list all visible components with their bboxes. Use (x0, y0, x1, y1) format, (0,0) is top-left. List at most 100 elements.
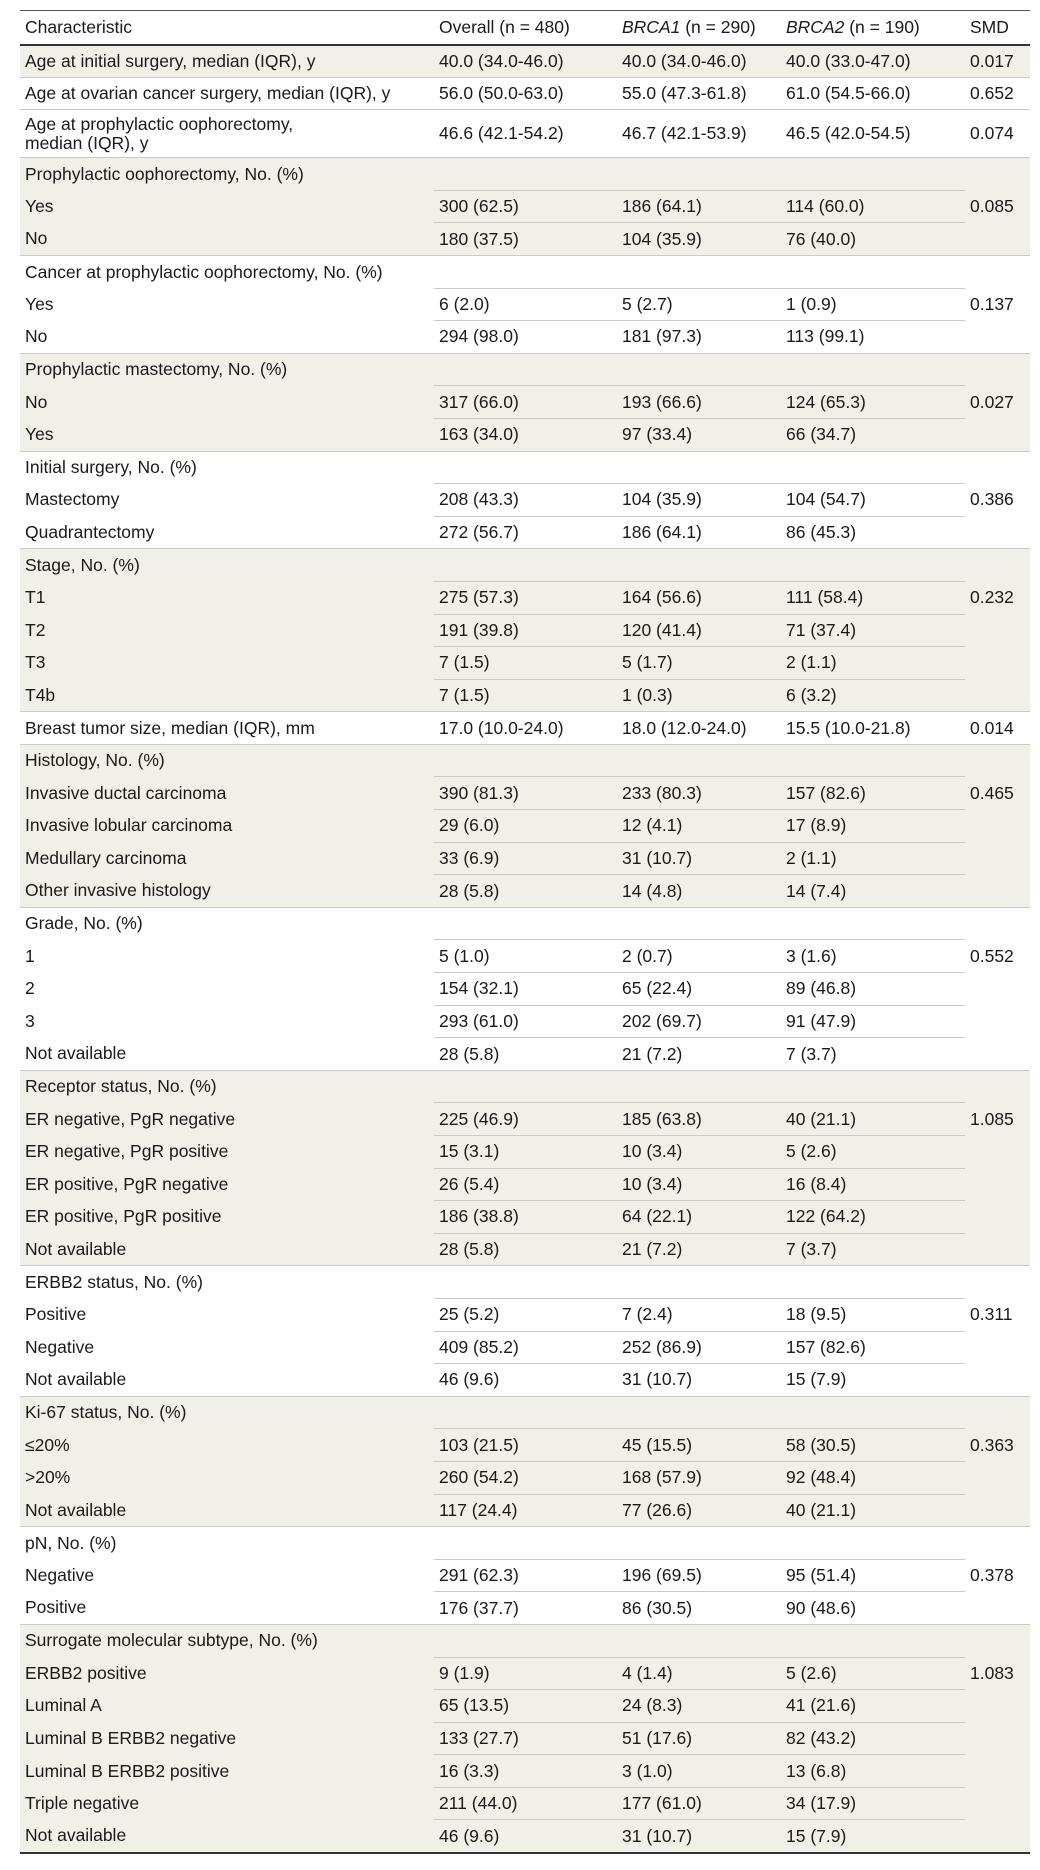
cell-overall: 291 (62.3) (434, 1558, 617, 1592)
table-row: Invasive lobular carcinoma 29 (6.0) 12 (4.… (20, 809, 1030, 843)
cell-smd: 0.027 (970, 391, 1014, 412)
cell-brca2: 71 (37.4) (781, 613, 965, 647)
cell-brca1: 196 (69.5) (617, 1558, 781, 1592)
cell-smd (965, 875, 1030, 908)
section-heading: Stage, No. (%) (20, 548, 434, 582)
cell-brca2: 111 (58.4) (781, 580, 965, 614)
cell-brca1 (617, 352, 781, 386)
section-heading: Initial surgery, No. (%) (20, 450, 434, 484)
cell-overall: 133 (27.7) (434, 1721, 617, 1755)
row-label: ≤20% (20, 1429, 434, 1462)
row-label-text: 2 (25, 978, 35, 999)
cell-smd (965, 842, 1030, 875)
cell-overall: 154 (32.1) (434, 972, 617, 1006)
header-brca2-n: (n = 190) (844, 16, 920, 37)
row-label-text: Not available (25, 1825, 127, 1846)
cell-brca1: 5 (1.7) (617, 646, 781, 680)
row-label-text: Triple negative (25, 1793, 140, 1814)
row-label-text: Surrogate molecular subtype, No. (%) (25, 1630, 318, 1651)
cell-brca2: 114 (60.0) (781, 189, 965, 223)
cell-brca2: 40.0 (33.0-47.0) (786, 50, 911, 71)
cell-overall (434, 352, 617, 386)
cell-overall: 15 (3.1) (434, 1135, 617, 1169)
cell-smd (965, 1395, 1030, 1429)
table-row: ERBB2 positive 9 (1.9) 4 (1.4) 5 (2.6) 1.083 (20, 1656, 1030, 1690)
cell-brca1: 14 (4.8) (617, 874, 781, 908)
cell-brca1 (617, 157, 781, 191)
cell-brca2: 2 (1.1) (781, 646, 965, 680)
section-heading: Ki-67 status, No. (%) (20, 1395, 434, 1429)
cell-brca2: 92 (48.4) (781, 1460, 965, 1495)
row-label: Mastectomy (20, 484, 434, 517)
cell-brca2: 90 (48.6) (781, 1591, 965, 1625)
cell-brca2: 18 (9.5) (781, 1297, 965, 1332)
cell-brca2: 6 (3.2) (781, 678, 965, 712)
section-heading: Receptor status, No. (%) (20, 1069, 434, 1103)
table-row: Cancer at prophylactic oophorectomy, No.… (20, 254, 1030, 289)
cell-brca2: 66 (34.7) (781, 417, 965, 452)
row-label-text: 1 (25, 945, 35, 966)
cell-brca1 (617, 1526, 781, 1560)
cell-brca2 (781, 352, 965, 386)
row-label: Yes (20, 190, 434, 223)
row-label: ERBB2 positive (20, 1657, 434, 1690)
table-row: Age at prophylactic oophorectomy, median … (20, 109, 1030, 158)
table-row: Breast tumor size, median (IQR), mm 17.0 … (20, 711, 1030, 745)
cell-smd: 0.386 (970, 489, 1014, 510)
table-row: Initial surgery, No. (%) (20, 450, 1030, 484)
cell-overall: 9 (1.9) (434, 1656, 617, 1690)
row-label-text: Invasive lobular carcinoma (25, 815, 233, 836)
row-label: Age at ovarian cancer surgery, median (I… (20, 76, 434, 110)
row-label-text-line2: median (IQR), y (25, 132, 149, 153)
cell-overall (434, 254, 617, 289)
row-label-text: Yes (25, 196, 54, 217)
cell-overall: 260 (54.2) (434, 1460, 617, 1495)
section-heading: Grade, No. (%) (20, 906, 434, 940)
cell-smd (965, 418, 1030, 451)
row-label: Not available (20, 1038, 434, 1071)
cell-brca2: 124 (65.3) (781, 385, 965, 419)
cell-overall: 7 (1.5) (434, 646, 617, 680)
cell-smd (965, 1722, 1030, 1755)
cell-brca1: 86 (30.5) (617, 1591, 781, 1625)
cell-smd (965, 1233, 1030, 1266)
cell-smd (965, 647, 1030, 680)
cell-brca2 (781, 450, 965, 484)
row-label-text: Cancer at prophylactic oophorectomy, No.… (25, 261, 383, 282)
row-label: No (20, 386, 434, 419)
cell-smd (965, 1005, 1030, 1038)
row-label-text: ER negative, PgR positive (25, 1141, 229, 1162)
row-label-text: ERBB2 positive (25, 1662, 147, 1683)
header-brca2: BRCA2 (n = 190) (781, 10, 965, 46)
cell-overall: 208 (43.3) (434, 483, 617, 517)
cell-brca1: 193 (66.6) (617, 385, 781, 419)
cell-brca1: 97 (33.4) (617, 417, 781, 452)
row-label-text: Positive (25, 1304, 87, 1325)
cell-smd: 0.137 (970, 293, 1014, 314)
cell-brca2: 17 (8.9) (781, 809, 965, 843)
cell-smd (965, 1069, 1030, 1103)
cell-overall (434, 1395, 617, 1429)
section-heading: Surrogate molecular subtype, No. (%) (20, 1623, 434, 1657)
table-row: Mastectomy 208 (43.3) 104 (35.9) 104 (54.7)… (20, 483, 1030, 517)
cell-overall: 117 (24.4) (434, 1493, 617, 1527)
cell-overall: 28 (5.8) (434, 1232, 617, 1266)
cell-brca1: 10 (3.4) (617, 1167, 781, 1201)
cell-overall (434, 1069, 617, 1103)
cell-smd (965, 973, 1030, 1006)
cell-brca2: 76 (40.0) (781, 222, 965, 256)
cell-brca2: 3 (1.6) (781, 939, 965, 973)
table-row: Yes 6 (2.0) 5 (2.7) 1 (0.9) 0.137 (20, 287, 1030, 321)
row-label-text: Negative (25, 1565, 95, 1586)
row-label-text: Medullary carcinoma (25, 847, 187, 868)
row-label-text: Not available (25, 1499, 127, 1520)
cell-brca1: 18.0 (12.0-24.0) (617, 711, 781, 745)
cell-overall: 294 (98.0) (434, 320, 617, 354)
cell-brca1: 31 (10.7) (617, 841, 781, 875)
row-label: Yes (20, 418, 434, 451)
cell-smd (965, 679, 1030, 712)
cell-brca2: 40 (21.1) (781, 1102, 965, 1136)
row-label: Luminal B ERBB2 positive (20, 1755, 434, 1788)
cell-smd (965, 1461, 1030, 1494)
cell-overall: 33 (6.9) (434, 841, 617, 875)
